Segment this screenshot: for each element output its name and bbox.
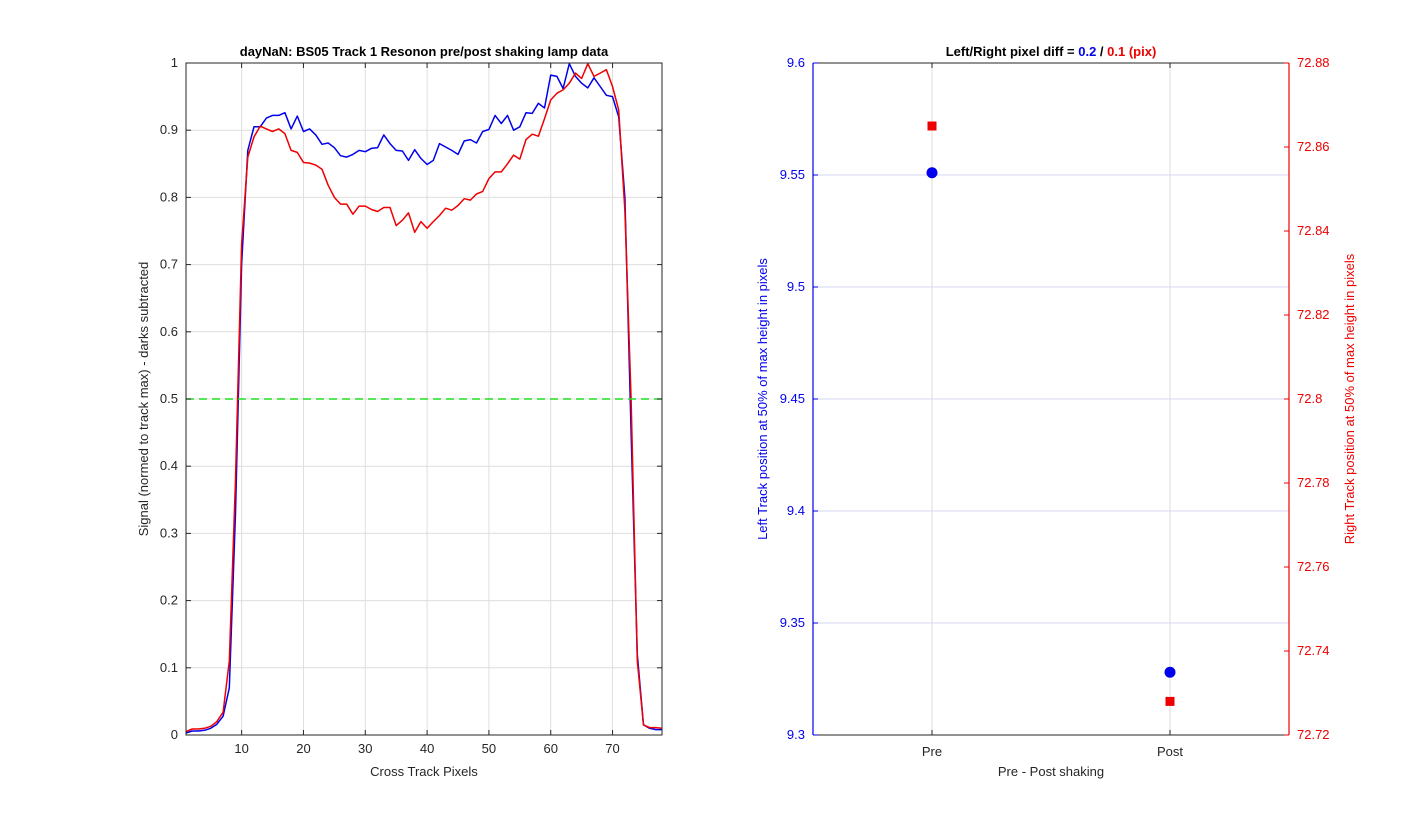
right-plot: Pre Post 9.3 9.35 9.4 9.45 9.5 9.55 9.6 72.72 72.7… (755, 44, 1357, 779)
right-plot-title-right-value: 0.1 (pix) (1107, 44, 1156, 59)
right-plot-right-y-axis-label: Right Track position at 50% of max heigh… (1342, 253, 1357, 544)
right-plot-left-y-tick-label: 9.45 (780, 391, 805, 406)
right-plot-left-y-tick-label: 9.4 (787, 503, 805, 518)
right-track-point-post (1165, 696, 1175, 706)
right-plot-right-y-tick-label: 72.76 (1297, 559, 1330, 574)
left-track-point-pre (926, 167, 938, 179)
right-plot-title-separator: / (1096, 44, 1107, 59)
left-plot-ticks: 10 20 30 40 50 60 70 0 0.1 0.2 0.3 0.4 0.5 0.6 0.7 0.8 0… (160, 55, 662, 756)
left-plot-x-tick-label: 70 (605, 741, 619, 756)
left-plot-series-line-1 (185, 62, 663, 733)
left-plot: 10 20 30 40 50 60 70 0 0.1 0.2 0.3 0.4 0.5 0.6 0.7 0.8 0… (136, 44, 663, 779)
left-plot-y-tick-label: 0.7 (160, 257, 178, 272)
right-plot-x-tick-label: Pre (922, 744, 942, 759)
left-plot-y-tick-label: 0.6 (160, 324, 178, 339)
right-plot-title-left-value: 0.2 (1078, 44, 1096, 59)
right-plot-ticks: Pre Post 9.3 9.35 9.4 9.45 9.5 9.55 9.6 72.72 72.7… (780, 55, 1330, 759)
left-plot-y-tick-label: 0.5 (160, 391, 178, 406)
right-plot-right-y-tick-label: 72.72 (1297, 727, 1330, 742)
right-plot-right-y-tick-label: 72.78 (1297, 475, 1330, 490)
left-plot-series (185, 62, 663, 734)
left-plot-x-tick-label: 40 (420, 741, 434, 756)
right-plot-x-axis-label: Pre - Post shaking (998, 764, 1104, 779)
left-plot-x-tick-label: 30 (358, 741, 372, 756)
left-track-point-post (1164, 666, 1176, 678)
right-plot-x-tick-label: Post (1157, 744, 1183, 759)
left-plot-x-tick-label: 20 (296, 741, 310, 756)
left-plot-y-tick-label: 0.2 (160, 593, 178, 608)
right-plot-left-y-tick-label: 9.55 (780, 167, 805, 182)
left-plot-x-axis-label: Cross Track Pixels (370, 764, 478, 779)
right-plot-right-y-tick-label: 72.82 (1297, 307, 1330, 322)
right-plot-left-y-tick-label: 9.3 (787, 727, 805, 742)
left-plot-series-line-0 (185, 62, 662, 734)
left-plot-y-tick-label: 0.3 (160, 525, 178, 540)
right-plot-title-prefix: Left/Right pixel diff = (946, 44, 1079, 59)
right-plot-title: Left/Right pixel diff = 0.2 / 0.1 (pix) (946, 44, 1157, 59)
left-plot-x-tick-label: 10 (234, 741, 248, 756)
right-plot-left-y-axis-label: Left Track position at 50% of max height… (755, 258, 770, 540)
left-plot-y-tick-label: 1 (171, 55, 178, 70)
right-plot-left-y-tick-label: 9.35 (780, 615, 805, 630)
right-plot-right-y-tick-label: 72.8 (1297, 391, 1322, 406)
left-plot-y-tick-label: 0 (171, 727, 178, 742)
left-plot-x-tick-label: 50 (482, 741, 496, 756)
right-plot-right-y-tick-label: 72.84 (1297, 223, 1330, 238)
right-plot-left-y-tick-label: 9.6 (787, 55, 805, 70)
left-plot-y-tick-label: 0.8 (160, 189, 178, 204)
right-track-point-pre (927, 121, 937, 131)
right-plot-right-y-tick-label: 72.74 (1297, 643, 1330, 658)
left-plot-y-axis-label: Signal (normed to track max) - darks sub… (136, 262, 151, 537)
left-plot-y-tick-label: 0.4 (160, 458, 178, 473)
left-plot-x-tick-label: 60 (543, 741, 557, 756)
right-plot-right-y-tick-label: 72.86 (1297, 139, 1330, 154)
left-plot-title: dayNaN: BS05 Track 1 Resonon pre/post sh… (240, 44, 609, 59)
left-plot-y-tick-label: 0.9 (160, 122, 178, 137)
left-plot-y-tick-label: 0.1 (160, 660, 178, 675)
right-plot-right-y-tick-label: 72.88 (1297, 55, 1330, 70)
right-plot-points (926, 121, 1176, 706)
right-plot-left-y-tick-label: 9.5 (787, 279, 805, 294)
